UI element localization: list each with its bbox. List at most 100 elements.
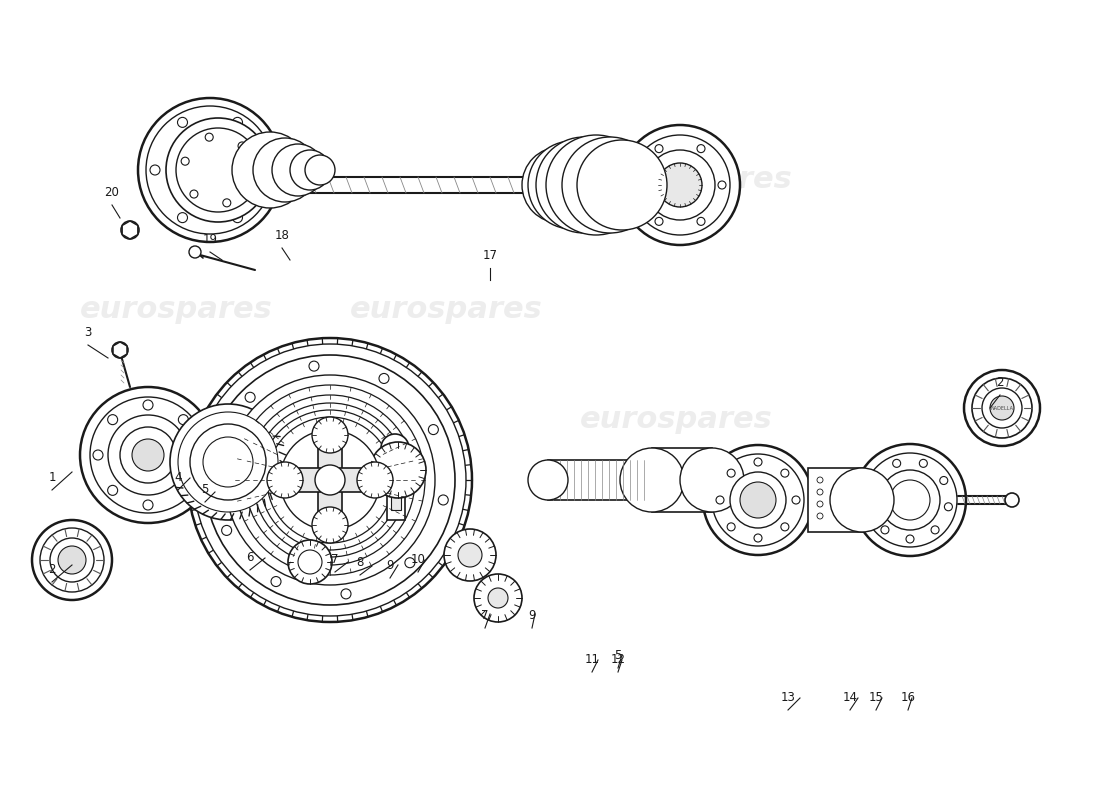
Circle shape bbox=[781, 523, 789, 531]
Circle shape bbox=[444, 529, 496, 581]
Text: NADELLA: NADELLA bbox=[990, 406, 1013, 410]
Polygon shape bbox=[122, 221, 138, 239]
Circle shape bbox=[972, 378, 1032, 438]
Circle shape bbox=[792, 496, 800, 504]
Circle shape bbox=[945, 502, 953, 510]
Circle shape bbox=[578, 140, 667, 230]
Circle shape bbox=[288, 540, 332, 584]
Circle shape bbox=[754, 534, 762, 542]
Text: 2: 2 bbox=[997, 376, 1003, 389]
Circle shape bbox=[188, 338, 472, 622]
Circle shape bbox=[189, 246, 201, 258]
Circle shape bbox=[40, 528, 104, 592]
Circle shape bbox=[817, 513, 823, 519]
Circle shape bbox=[253, 403, 407, 557]
Text: eurospares: eurospares bbox=[600, 166, 793, 194]
Circle shape bbox=[817, 489, 823, 495]
Circle shape bbox=[893, 459, 901, 467]
Circle shape bbox=[50, 538, 94, 582]
Circle shape bbox=[697, 145, 705, 153]
Circle shape bbox=[528, 460, 568, 500]
Circle shape bbox=[108, 486, 118, 495]
Circle shape bbox=[223, 199, 231, 207]
Circle shape bbox=[238, 142, 246, 150]
Circle shape bbox=[112, 342, 128, 358]
Bar bbox=[290, 468, 370, 492]
Circle shape bbox=[232, 213, 242, 222]
Bar bbox=[548, 460, 653, 500]
Circle shape bbox=[90, 397, 206, 513]
Text: 3: 3 bbox=[85, 326, 91, 339]
Circle shape bbox=[620, 448, 684, 512]
Circle shape bbox=[920, 459, 927, 467]
Circle shape bbox=[718, 181, 726, 189]
Bar bbox=[318, 440, 342, 520]
Circle shape bbox=[620, 125, 740, 245]
Text: 14: 14 bbox=[843, 691, 858, 704]
Circle shape bbox=[381, 434, 409, 462]
Circle shape bbox=[528, 141, 616, 229]
Circle shape bbox=[488, 588, 508, 608]
Text: 7: 7 bbox=[482, 609, 488, 622]
Circle shape bbox=[260, 410, 400, 550]
Text: 7: 7 bbox=[331, 553, 339, 566]
Circle shape bbox=[221, 526, 232, 535]
Text: 17: 17 bbox=[483, 249, 497, 262]
Circle shape bbox=[178, 486, 188, 495]
Circle shape bbox=[654, 218, 663, 226]
Circle shape bbox=[245, 392, 255, 402]
Circle shape bbox=[312, 507, 348, 543]
Circle shape bbox=[298, 550, 322, 574]
Circle shape bbox=[246, 174, 255, 182]
Circle shape bbox=[341, 589, 351, 599]
Circle shape bbox=[146, 106, 274, 234]
Circle shape bbox=[990, 396, 1014, 420]
Circle shape bbox=[272, 144, 324, 196]
Circle shape bbox=[645, 150, 715, 220]
Circle shape bbox=[727, 469, 735, 477]
Circle shape bbox=[536, 137, 632, 233]
Circle shape bbox=[138, 98, 282, 242]
Circle shape bbox=[379, 374, 389, 383]
Circle shape bbox=[94, 450, 103, 460]
Circle shape bbox=[358, 462, 393, 498]
Circle shape bbox=[125, 225, 135, 235]
Circle shape bbox=[190, 190, 198, 198]
Text: 2: 2 bbox=[48, 563, 56, 576]
Circle shape bbox=[906, 535, 914, 543]
Circle shape bbox=[166, 118, 270, 222]
Text: 12: 12 bbox=[610, 653, 626, 666]
Circle shape bbox=[194, 344, 466, 616]
Polygon shape bbox=[113, 342, 127, 358]
Circle shape bbox=[312, 417, 348, 453]
Circle shape bbox=[178, 412, 278, 512]
Circle shape bbox=[754, 458, 762, 466]
Circle shape bbox=[170, 404, 286, 520]
Circle shape bbox=[177, 213, 187, 222]
Circle shape bbox=[290, 150, 330, 190]
Circle shape bbox=[32, 520, 112, 600]
Circle shape bbox=[847, 477, 852, 483]
Circle shape bbox=[680, 448, 744, 512]
Circle shape bbox=[982, 388, 1022, 428]
Circle shape bbox=[232, 132, 308, 208]
Circle shape bbox=[232, 118, 242, 127]
Circle shape bbox=[192, 450, 204, 460]
Circle shape bbox=[80, 387, 216, 523]
Bar bbox=[808, 468, 864, 532]
Text: eurospares: eurospares bbox=[80, 295, 273, 325]
Circle shape bbox=[226, 375, 434, 585]
Circle shape bbox=[178, 414, 188, 425]
Circle shape bbox=[253, 138, 317, 202]
Circle shape bbox=[697, 218, 705, 226]
Circle shape bbox=[939, 477, 948, 485]
Circle shape bbox=[781, 469, 789, 477]
Circle shape bbox=[1005, 493, 1019, 507]
Circle shape bbox=[182, 158, 189, 166]
Circle shape bbox=[245, 395, 415, 565]
Circle shape bbox=[890, 480, 930, 520]
Circle shape bbox=[108, 414, 118, 425]
Circle shape bbox=[177, 118, 187, 127]
Circle shape bbox=[703, 445, 813, 555]
Bar bbox=[652, 448, 712, 512]
